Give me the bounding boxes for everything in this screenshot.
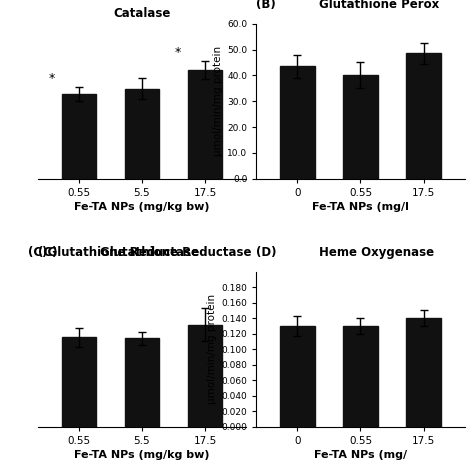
- X-axis label: Fe-TA NPs (mg/kg bw): Fe-TA NPs (mg/kg bw): [74, 450, 210, 460]
- Text: Heme Oxygenase: Heme Oxygenase: [319, 246, 434, 259]
- Bar: [343, 326, 378, 427]
- Text: Glutathione Reductase: Glutathione Reductase: [100, 246, 252, 259]
- Title: Catalase: Catalase: [113, 7, 171, 20]
- Y-axis label: μmol/min/mg protein: μmol/min/mg protein: [213, 46, 223, 156]
- Text: Glutathione Perox: Glutathione Perox: [319, 0, 439, 11]
- Bar: [280, 326, 315, 427]
- Text: (B): (B): [256, 0, 276, 11]
- Text: (C): (C): [38, 246, 57, 259]
- Text: (C)Glutathione Reductase: (C)Glutathione Reductase: [27, 246, 199, 259]
- Bar: [188, 70, 222, 179]
- Bar: [188, 325, 222, 427]
- Bar: [62, 94, 96, 179]
- Text: (D): (D): [256, 246, 277, 259]
- X-axis label: Fe-TA NPs (mg/kg bw): Fe-TA NPs (mg/kg bw): [74, 202, 210, 212]
- Bar: [406, 318, 441, 427]
- X-axis label: Fe-TA NPs (mg/: Fe-TA NPs (mg/: [314, 450, 407, 460]
- Text: *: *: [175, 46, 181, 59]
- Text: *: *: [49, 72, 55, 85]
- Bar: [343, 75, 378, 179]
- Y-axis label: μmol/min/mg protein: μmol/min/mg protein: [207, 294, 218, 404]
- Bar: [406, 54, 441, 179]
- Bar: [62, 337, 96, 427]
- Bar: [280, 66, 315, 179]
- Bar: [125, 89, 159, 179]
- Bar: [125, 338, 159, 427]
- X-axis label: Fe-TA NPs (mg/l: Fe-TA NPs (mg/l: [312, 202, 409, 212]
